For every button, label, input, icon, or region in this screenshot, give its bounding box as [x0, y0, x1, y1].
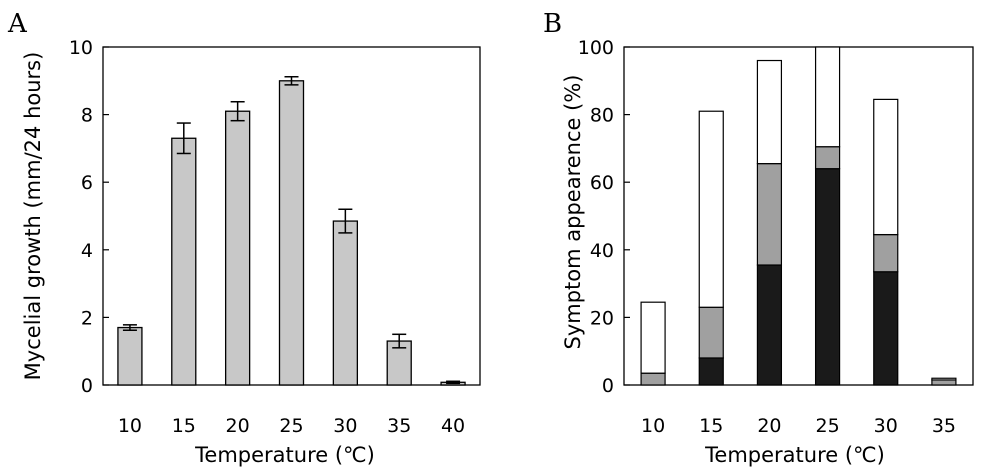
- bar-segment: [698, 357, 724, 386]
- bar: [171, 137, 197, 386]
- panel-b-y-axis: 0 20 40 60 80 100: [578, 37, 630, 397]
- x-tick-label: 25: [815, 415, 839, 437]
- bar: [117, 326, 143, 386]
- bar-segment: [931, 379, 957, 386]
- x-tick-label: 10: [118, 415, 142, 437]
- bar-segment: [640, 372, 666, 386]
- x-tick-label: 35: [387, 415, 411, 437]
- y-tick-label: 80: [590, 105, 614, 127]
- y-tick-label: 0: [602, 375, 614, 397]
- panel-a-x-axis-title: Temperature (℃): [194, 443, 375, 467]
- x-tick-label: 25: [279, 415, 303, 437]
- panel-b-plot-frame: [623, 46, 974, 386]
- error-bar: [392, 333, 407, 349]
- bar-segment: [640, 301, 666, 374]
- bar-segment: [756, 163, 783, 266]
- panel-a-x-axis: 10 15 20 25 30 35 40: [118, 415, 465, 437]
- error-bar: [230, 101, 245, 122]
- x-tick-label: 15: [699, 415, 723, 437]
- bar-segment: [698, 110, 724, 308]
- panel-b-x-axis-title: Temperature (℃): [704, 443, 885, 467]
- error-bar: [284, 75, 299, 86]
- y-tick-label: 100: [578, 37, 614, 59]
- bar-segment: [814, 146, 841, 170]
- y-tick-label: 0: [81, 375, 93, 397]
- bar-segment: [931, 377, 957, 381]
- bar-segment: [873, 271, 899, 386]
- y-tick-label: 20: [590, 307, 614, 329]
- bar-segment: [698, 306, 724, 359]
- bar: [332, 220, 359, 386]
- panel-b-letter: B: [543, 9, 562, 39]
- x-tick-label: 20: [757, 415, 781, 437]
- panel-a-y-axis: 0 2 4 6 8 10: [69, 37, 109, 397]
- panel-a-bars: [117, 75, 466, 386]
- x-tick-label: 15: [172, 415, 196, 437]
- x-tick-label: 30: [874, 415, 898, 437]
- error-bar: [122, 324, 137, 331]
- bar-segment: [756, 59, 783, 165]
- bar-segment: [873, 233, 899, 273]
- y-tick-label: 4: [81, 240, 93, 262]
- panel-a-y-axis-title: Mycelial growth (mm/24 hours): [21, 52, 45, 381]
- x-tick-label: 40: [441, 415, 465, 437]
- y-tick-label: 40: [590, 240, 614, 262]
- y-tick-label: 2: [81, 307, 93, 329]
- bar-segment: [873, 98, 899, 236]
- y-tick-label: 6: [81, 172, 93, 194]
- bar-segment: [814, 168, 841, 386]
- error-bar: [176, 122, 191, 155]
- y-tick-label: 60: [590, 172, 614, 194]
- panel-a: A 0 2 4 6 8 10 10 15 20 25 30 35 40 Mycelial growth…: [7, 9, 481, 467]
- y-tick-label: 10: [69, 37, 93, 59]
- panel-b-bars: [640, 46, 957, 386]
- bar-segment: [756, 264, 783, 386]
- x-tick-label: 35: [932, 415, 956, 437]
- bar: [224, 110, 251, 386]
- panel-a-letter: A: [7, 9, 28, 39]
- error-bar: [338, 208, 353, 234]
- y-tick-label: 8: [81, 105, 93, 127]
- x-tick-label: 30: [333, 415, 357, 437]
- x-tick-label: 10: [641, 415, 665, 437]
- panel-b-y-axis-title: Symptom appearence (%): [561, 75, 585, 350]
- bar: [278, 80, 305, 386]
- panel-b-x-axis: 10 15 20 25 30 35: [641, 415, 956, 437]
- bar-segment: [814, 46, 841, 148]
- x-tick-label: 20: [226, 415, 250, 437]
- error-bar: [446, 380, 461, 385]
- panel-b: B 0 20 40 60 80 100 10 15 20 25 30 35 Symptom appe…: [543, 9, 974, 467]
